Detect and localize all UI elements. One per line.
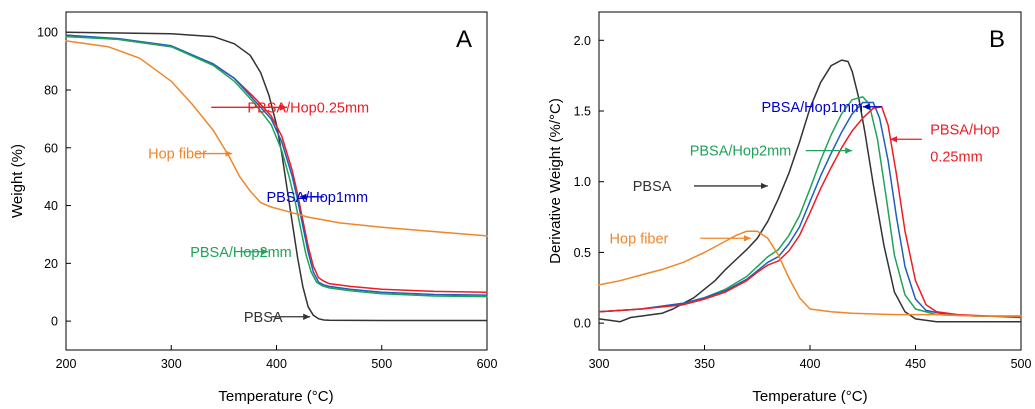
x-tick-label: 400	[266, 357, 287, 371]
series-group	[65, 31, 488, 322]
annotation-label: Hop fiber	[610, 231, 669, 247]
tga-weight-panel: 200 300 400 500 600 0 20 40 60 80 100 PBSA/Hop0.2…	[9, 11, 498, 405]
series-line-pbsa	[65, 31, 488, 322]
plot-area-frame	[65, 11, 488, 351]
y-tick-label: 60	[44, 141, 58, 155]
x-axis-title: Temperature (°C)	[752, 388, 867, 405]
series-line-pbsa	[598, 59, 1022, 323]
x-tick-label: 200	[56, 357, 77, 371]
x-axis: 300 350 400 450 500	[589, 345, 1032, 371]
y-tick-label: 0.5	[574, 246, 591, 260]
annotation-label: PBSA/Hop0.25mm	[247, 100, 369, 116]
annotation-label: PBSA/Hop2mm	[190, 245, 292, 261]
dtg-derivative-panel: 300 350 400 450 500 0.0 0.5 1.0 1.5 2.0 PBSA/Hop…	[547, 11, 1032, 405]
x-tick-label: 350	[694, 357, 715, 371]
series-line-hop-fiber	[598, 230, 1022, 317]
annotation-label: 0.25mm	[930, 149, 982, 165]
annotation-label: PBSA	[633, 179, 672, 195]
annotation-label: PBSA/Hop	[930, 122, 999, 138]
x-tick-label: 400	[800, 357, 821, 371]
x-tick-label: 600	[477, 357, 498, 371]
annotation-group: PBSA/Hop0.25mm Hop fiber PBSA/Hop1mm PBSA/H…	[148, 100, 369, 325]
y-tick-label: 0.0	[574, 317, 591, 331]
series-line-hop2	[598, 96, 1022, 317]
series-line-hop-fiber	[65, 40, 488, 237]
y-tick-label: 40	[44, 199, 58, 213]
x-tick-label: 300	[161, 357, 182, 371]
y-axis: 0.0 0.5 1.0 1.5 2.0	[574, 34, 604, 331]
y-axis-title: Derivative Weight (%/°C)	[547, 98, 564, 264]
y-tick-label: 1.5	[574, 104, 591, 118]
annotation-label: PBSA/Hop1mm	[761, 100, 863, 116]
x-axis-title: Temperature (°C)	[218, 388, 333, 405]
y-tick-label: 80	[44, 84, 58, 98]
annotation-group: PBSA/Hop1mm PBSA/Hop2mm PBSA/Hop 0.25mm PBSA…	[610, 100, 1000, 248]
x-tick-label: 300	[589, 357, 610, 371]
series-line-hop1	[598, 101, 1022, 317]
y-axis-title: Weight (%)	[9, 144, 26, 218]
panel-letter: B	[989, 26, 1005, 53]
panel-letter: A	[456, 26, 472, 53]
x-tick-label: 450	[905, 357, 926, 371]
x-tick-label: 500	[1011, 357, 1032, 371]
y-tick-label: 20	[44, 257, 58, 271]
series-line-hop1	[65, 34, 488, 296]
y-axis: 0 20 40 60 80 100	[37, 26, 71, 329]
annotation-label: PBSA/Hop2mm	[690, 144, 792, 160]
x-axis: 200 300 400 500 600	[56, 345, 498, 371]
annotation-label: PBSA/Hop1mm	[267, 190, 369, 206]
y-tick-label: 1.0	[574, 175, 591, 189]
series-group	[598, 59, 1022, 323]
y-tick-label: 2.0	[574, 34, 591, 48]
x-tick-label: 500	[371, 357, 392, 371]
annotation-label: PBSA	[244, 310, 283, 326]
series-line-hop025	[598, 106, 1022, 319]
series-line-hop2	[65, 35, 488, 298]
annotation-label: Hop fiber	[148, 147, 207, 163]
y-tick-label: 0	[51, 315, 58, 329]
y-tick-label: 100	[37, 26, 58, 40]
